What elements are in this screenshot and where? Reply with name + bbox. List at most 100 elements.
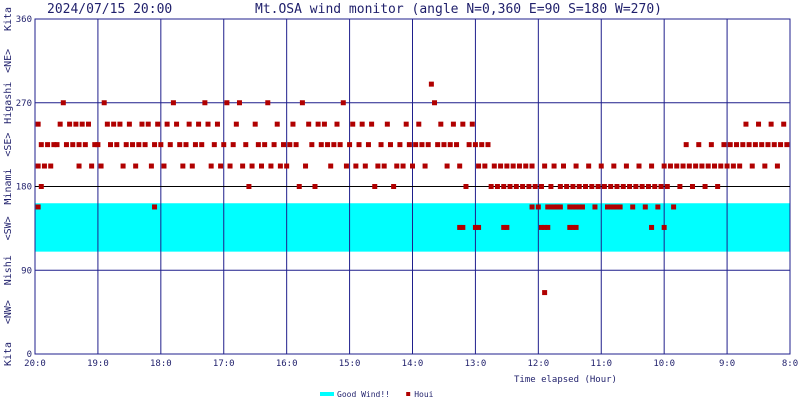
wind-point (246, 184, 252, 189)
wind-point (677, 184, 683, 189)
wind-point (727, 142, 733, 148)
wind-point (422, 163, 428, 169)
wind-point (255, 142, 261, 148)
wind-point (104, 121, 110, 127)
x-tick-label: 8:0 (782, 359, 798, 369)
wind-point (214, 121, 220, 127)
wind-point (186, 121, 192, 127)
y-tick-label: 180 (16, 183, 32, 193)
wind-point (712, 163, 717, 169)
wind-point (567, 204, 573, 210)
wind-point (133, 163, 139, 169)
wind-point (230, 142, 236, 148)
y-axis-label-part: Nishi (3, 255, 14, 285)
wind-point (432, 100, 438, 106)
wind-point (174, 121, 180, 127)
wind-point (89, 163, 95, 169)
wind-point (51, 142, 57, 148)
wind-point (595, 184, 601, 189)
y-axis-label: Kita <NE> Higashi <SE> Minami <SW> Nishi <NW> Ki… (3, 7, 14, 366)
wind-point (38, 184, 44, 189)
wind-point (463, 184, 469, 189)
wind-point (70, 142, 76, 148)
wind-point (170, 100, 176, 106)
wind-point (479, 142, 485, 148)
wind-point (142, 142, 148, 148)
wind-point (749, 163, 755, 169)
wind-point (35, 163, 41, 169)
wind-point (620, 184, 626, 189)
wind-point (249, 163, 255, 169)
wind-point (218, 163, 224, 169)
wind-point (293, 142, 299, 148)
wind-point (54, 142, 60, 148)
wind-point (586, 163, 592, 169)
wind-point (130, 142, 136, 148)
wind-point (576, 184, 582, 189)
wind-point (567, 224, 573, 230)
wind-point (674, 163, 680, 169)
wind-point (542, 163, 548, 169)
legend-band-swatch (320, 392, 334, 396)
wind-point (573, 163, 579, 169)
x-tick-label: 12:0 (527, 359, 549, 369)
wind-point (752, 142, 758, 148)
x-tick-label: 10:0 (653, 359, 675, 369)
x-tick-label: 13:0 (465, 359, 487, 369)
wind-point (630, 204, 636, 210)
wind-point (466, 142, 472, 148)
wind-point (375, 163, 381, 169)
wind-point (403, 121, 409, 127)
wind-point (227, 163, 233, 169)
wind-point (359, 121, 365, 127)
wind-point (611, 204, 617, 210)
wind-point (183, 142, 189, 148)
wind-point (485, 142, 491, 148)
wind-point (441, 142, 447, 148)
wind-point (535, 204, 541, 210)
wind-point (281, 142, 287, 148)
wind-point (680, 163, 686, 169)
wind-point (743, 121, 749, 127)
wind-point (778, 142, 784, 148)
wind-point (737, 163, 743, 169)
x-axis-label: Time elapsed (Hour) (514, 375, 617, 385)
wind-point (693, 163, 699, 169)
wind-point (633, 184, 639, 189)
wind-point (362, 163, 368, 169)
y-tick-label: 360 (16, 15, 32, 25)
wind-point (614, 204, 620, 210)
wind-point (605, 204, 611, 210)
wind-point (296, 184, 302, 189)
wind-point (152, 204, 158, 210)
legend: Good Wind!! Houi (320, 390, 434, 399)
wind-point (702, 184, 708, 189)
wind-point (76, 163, 82, 169)
y-tick-label: 270 (16, 99, 32, 109)
wind-point (636, 163, 642, 169)
wind-point (447, 142, 453, 148)
wind-point (384, 121, 390, 127)
y-axis-label-part: <NE> (3, 49, 14, 73)
wind-point (661, 224, 667, 230)
wind-point (526, 184, 532, 189)
wind-point (608, 204, 614, 210)
wind-point (309, 142, 315, 148)
wind-point (551, 163, 557, 169)
wind-point (221, 142, 227, 148)
wind-point (48, 163, 54, 169)
wind-point (564, 184, 570, 189)
wind-point (551, 204, 557, 210)
wind-point (529, 204, 535, 210)
wind-point (378, 142, 384, 148)
wind-point (416, 121, 422, 127)
wind-point (350, 121, 356, 127)
wind-point (715, 184, 721, 189)
wind-point (573, 224, 579, 230)
wind-point (542, 224, 548, 230)
wind-point (573, 204, 579, 210)
wind-point (756, 121, 762, 127)
wind-point (781, 121, 787, 127)
wind-point (35, 121, 41, 127)
wind-point (180, 163, 186, 169)
